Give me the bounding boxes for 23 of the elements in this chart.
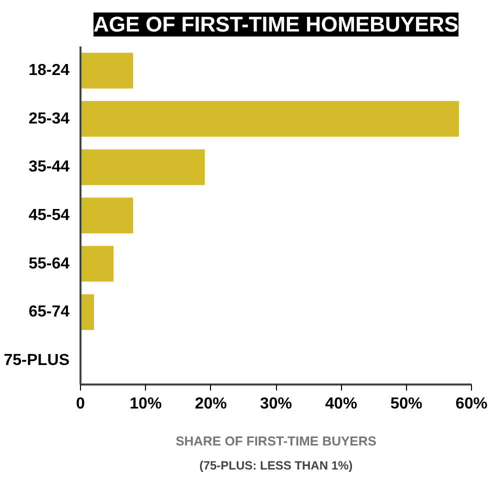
x-axis-title: SHARE OF FIRST-TIME BUYERS xyxy=(176,434,377,448)
chart-title: AGE OF FIRST-TIME HOMEBUYERS xyxy=(94,12,458,36)
y-tick-label: 75-PLUS xyxy=(4,352,70,369)
x-tick-label: 10% xyxy=(130,396,162,412)
bar xyxy=(80,198,134,234)
bar xyxy=(80,246,114,282)
bar xyxy=(80,101,459,137)
bar xyxy=(80,52,134,89)
x-tick-label: 20% xyxy=(194,396,227,412)
x-tick-label: 0 xyxy=(76,396,86,412)
bar xyxy=(80,149,205,186)
x-tick-label: 40% xyxy=(325,396,358,412)
y-tick-label: 25-34 xyxy=(28,110,70,128)
x-tick-label: 30% xyxy=(260,396,292,412)
y-tick-label: 65-74 xyxy=(28,304,70,321)
y-tick-label: 18-24 xyxy=(28,62,70,80)
y-tick-label: 35-44 xyxy=(28,158,70,176)
bar xyxy=(80,294,94,330)
x-tick-label: 50% xyxy=(390,396,422,412)
text: (75-PLUS: LESS THAN 1%) xyxy=(199,458,353,472)
y-tick-label: 55-64 xyxy=(28,255,70,272)
x-tick-label: 60% xyxy=(455,396,488,412)
y-tick-label: 45-54 xyxy=(28,207,70,224)
